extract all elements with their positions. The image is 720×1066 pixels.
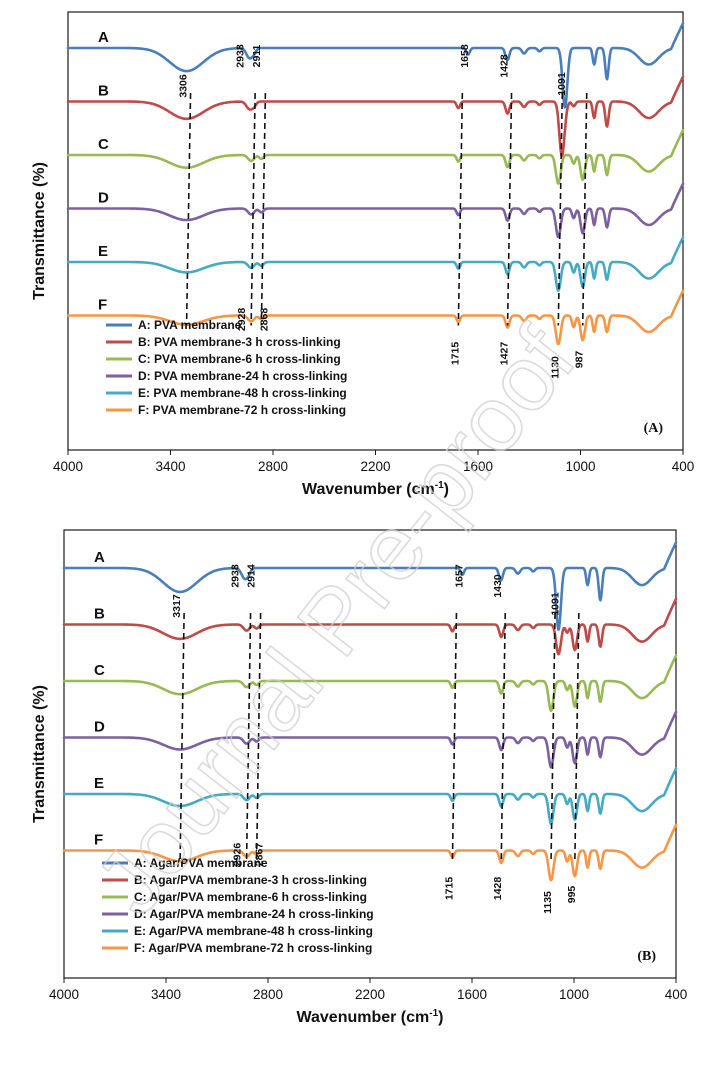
peak-label: 1427 — [499, 342, 511, 366]
guide-line — [557, 92, 564, 326]
plot-frame — [67, 11, 684, 451]
curve-letter-d: D — [94, 719, 105, 736]
peak-label: 3317 — [171, 594, 183, 618]
curve-letter-b: B — [94, 606, 105, 623]
guide-line — [179, 612, 185, 861]
x-tick-label: 1600 — [457, 987, 487, 1002]
series-line-c — [66, 129, 685, 185]
x-tick-label: 2800 — [253, 987, 283, 1002]
legend-label-c: C: Agar/PVA membrane-6 h cross-linking — [134, 890, 367, 904]
curve-letter-f: F — [98, 297, 107, 314]
peak-label: 2938 — [230, 564, 242, 588]
curve-letter-b: B — [98, 83, 109, 100]
peak-label: 2938 — [234, 44, 246, 68]
curve-letter-d: D — [98, 190, 109, 207]
peak-label: 1091 — [556, 72, 568, 96]
x-tick-label: 3400 — [151, 987, 181, 1002]
legend-label-d: D: Agar/PVA membrane-24 h cross-linking — [134, 907, 374, 921]
series-line-e — [62, 767, 678, 825]
peak-label: 3306 — [178, 74, 190, 98]
peak-label: 1657 — [453, 564, 465, 588]
peak-label: 2926 — [232, 843, 244, 867]
series-line-d — [66, 182, 685, 239]
series-line-f — [66, 289, 685, 346]
peak-label: 2868 — [258, 308, 270, 332]
curve-letter-a: A — [94, 549, 105, 566]
guide-line — [185, 92, 192, 326]
curve-letter-f: F — [94, 832, 103, 849]
legend-label-e: E: Agar/PVA membrane-48 h cross-linking — [134, 924, 373, 938]
guide-line — [581, 92, 588, 326]
peak-label: 1658 — [459, 44, 471, 68]
panel-tag: (A) — [644, 421, 664, 436]
guide-line — [260, 92, 267, 326]
peak-label: 1428 — [498, 54, 510, 78]
x-tick-label: 4000 — [53, 459, 83, 474]
series-line-b — [66, 75, 685, 158]
peak-label: 1715 — [443, 877, 455, 901]
legend-label-b: B: Agar/PVA membrane-3 h cross-linking — [134, 873, 367, 887]
curve-letter-a: A — [98, 29, 109, 46]
x-tick-label: 1600 — [463, 459, 493, 474]
series-line-a — [66, 22, 685, 109]
peak-label: 987 — [574, 351, 586, 369]
series-line-b — [62, 597, 678, 656]
x-tick-label: 400 — [665, 987, 688, 1002]
legend-label-a: A: PVA membrane — [138, 318, 242, 332]
x-tick-label: 1000 — [565, 459, 595, 474]
guide-line — [255, 612, 262, 861]
legend-label-c: C: PVA membrane-6 h cross-linking — [138, 352, 341, 366]
peak-label: 2928 — [236, 308, 248, 332]
guide-line — [574, 612, 580, 861]
x-tick-label: 3400 — [155, 459, 185, 474]
series-line-d — [62, 710, 678, 769]
guide-line — [500, 612, 507, 861]
legend-label-a: A: Agar/PVA membrane — [134, 856, 268, 870]
panel-a: 4000 3400 2800 2200 1600 1000 400 Wavenumber (c… — [31, 11, 695, 498]
x-tick-label: 2200 — [355, 987, 385, 1002]
series-line-e — [66, 236, 685, 292]
peak-label: 1135 — [542, 891, 554, 914]
peak-label: 2914 — [246, 564, 258, 588]
peak-label: 1091 — [550, 592, 562, 616]
series-line-f — [62, 823, 678, 882]
x-tick-label: 1000 — [559, 987, 589, 1002]
x-tick-label: 4000 — [49, 987, 79, 1002]
guide-line — [451, 612, 458, 861]
legend-label-b: B: PVA membrane-3 h cross-linking — [138, 335, 341, 349]
peak-label: 1430 — [492, 574, 504, 598]
guide-line — [245, 612, 252, 861]
guide-line — [250, 92, 256, 326]
peak-label: 995 — [566, 886, 578, 904]
curve-letter-c: C — [94, 662, 105, 679]
peak-label: 1428 — [492, 877, 504, 901]
peak-label: 1130 — [549, 356, 561, 379]
y-axis-title: Transmittance (%) — [31, 685, 48, 823]
curve-letter-e: E — [94, 775, 104, 792]
series-line-c — [62, 654, 678, 712]
peak-label: 2867 — [254, 843, 266, 867]
x-tick-label: 400 — [672, 459, 695, 474]
legend-label-e: E: PVA membrane-48 h cross-linking — [138, 386, 347, 400]
curve-letter-e: E — [98, 243, 108, 260]
x-tick-label: 2200 — [360, 459, 390, 474]
guide-line — [457, 92, 464, 326]
panel-tag: (B) — [637, 949, 656, 964]
curve-letter-c: C — [98, 136, 109, 153]
panel-b: 4000 3400 2800 2200 1600 1000 400 Wavenumber (c… — [31, 529, 688, 1026]
x-axis-title: Wavenumber (cm-1) — [296, 1008, 443, 1026]
guide-line — [550, 612, 556, 861]
y-axis-title: Transmittance (%) — [31, 162, 48, 300]
guide-line — [506, 92, 513, 326]
x-tick-label: 2800 — [258, 459, 288, 474]
peak-label: 1715 — [449, 342, 461, 366]
legend-label-f: F: Agar/PVA membrane-72 h cross-linking — [134, 941, 372, 955]
legend-label-f: F: PVA membrane-72 h cross-linking — [138, 403, 346, 417]
legend-label-d: D: PVA membrane-24 h cross-linking — [138, 369, 347, 383]
series-line-a — [62, 541, 678, 631]
x-axis-title: Wavenumber (cm-1) — [302, 480, 449, 498]
peak-label: 2911 — [251, 44, 263, 67]
